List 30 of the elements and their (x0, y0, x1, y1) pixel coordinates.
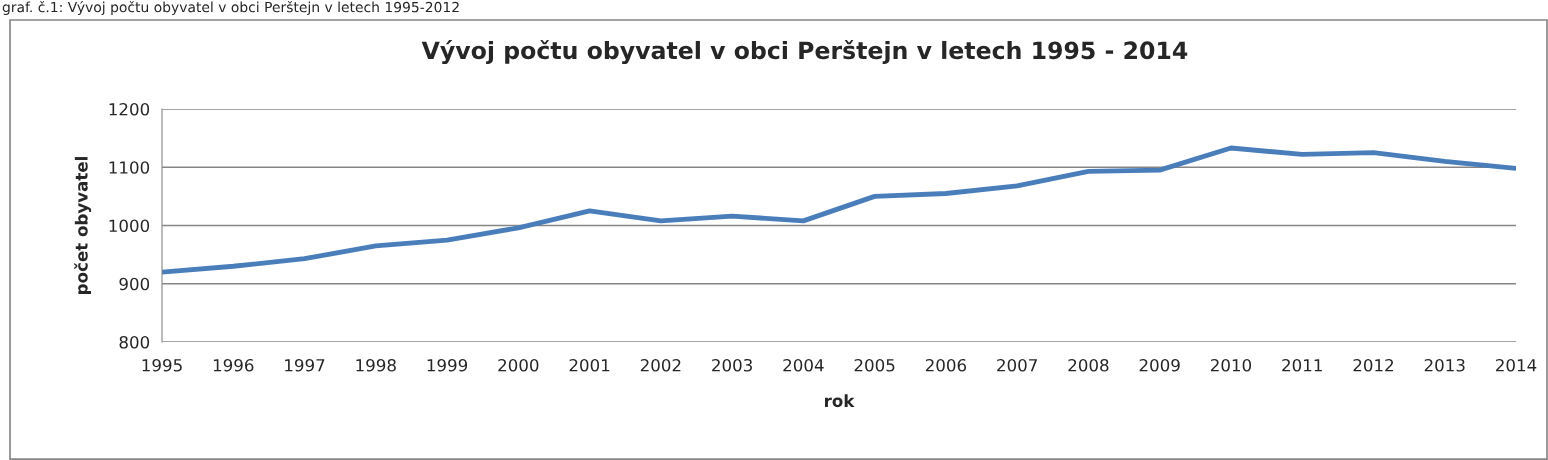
x-axis-title: rok (825, 394, 855, 408)
x-tick-label: 2013 (1424, 358, 1465, 372)
x-tick-label: 1995 (142, 358, 182, 372)
y-tick-label: 1200 (109, 102, 150, 116)
x-tick-label: 2011 (1282, 358, 1322, 372)
x-tick-label: 2010 (1210, 358, 1252, 372)
x-tick-label: 1998 (356, 358, 396, 372)
x-tick-label: 1999 (427, 358, 468, 372)
x-tick-label: 2000 (498, 358, 539, 372)
y-tick-label: 1100 (109, 161, 150, 174)
x-tick-label: 2001 (569, 358, 610, 372)
x-tick-label: 2009 (1139, 358, 1180, 372)
x-tick-label: 2004 (783, 358, 824, 372)
chart-title: Vývoj počtu obyvatel v obci Perštejn v letech 1995 - 2014 (421, 40, 1188, 64)
x-tick-label: 2005 (854, 358, 895, 372)
x-tick-label: 2008 (1068, 358, 1109, 372)
text: graf. č.1: Vývoj počtu obyvatel v obci Perštejn v letech 1995-2012 (2, 1, 459, 15)
y-tick-label: 900 (119, 277, 150, 291)
line-series (162, 145, 1516, 275)
x-tick-label: 2006 (925, 358, 967, 372)
x-tick-label: 1996 (213, 358, 254, 372)
x-tick-label: 2014 (1496, 358, 1537, 372)
x-tick-label: 2012 (1353, 358, 1394, 372)
x-tick-label: 2003 (712, 358, 752, 372)
x-tick-label: 2007 (997, 358, 1037, 372)
y-tick-label: 1000 (109, 219, 150, 233)
y-tick-label: 800 (119, 335, 150, 349)
y-axis-title: počet obyvatel (74, 157, 92, 294)
x-tick-label: 2002 (640, 358, 681, 372)
x-tick-label: 1997 (285, 358, 325, 372)
